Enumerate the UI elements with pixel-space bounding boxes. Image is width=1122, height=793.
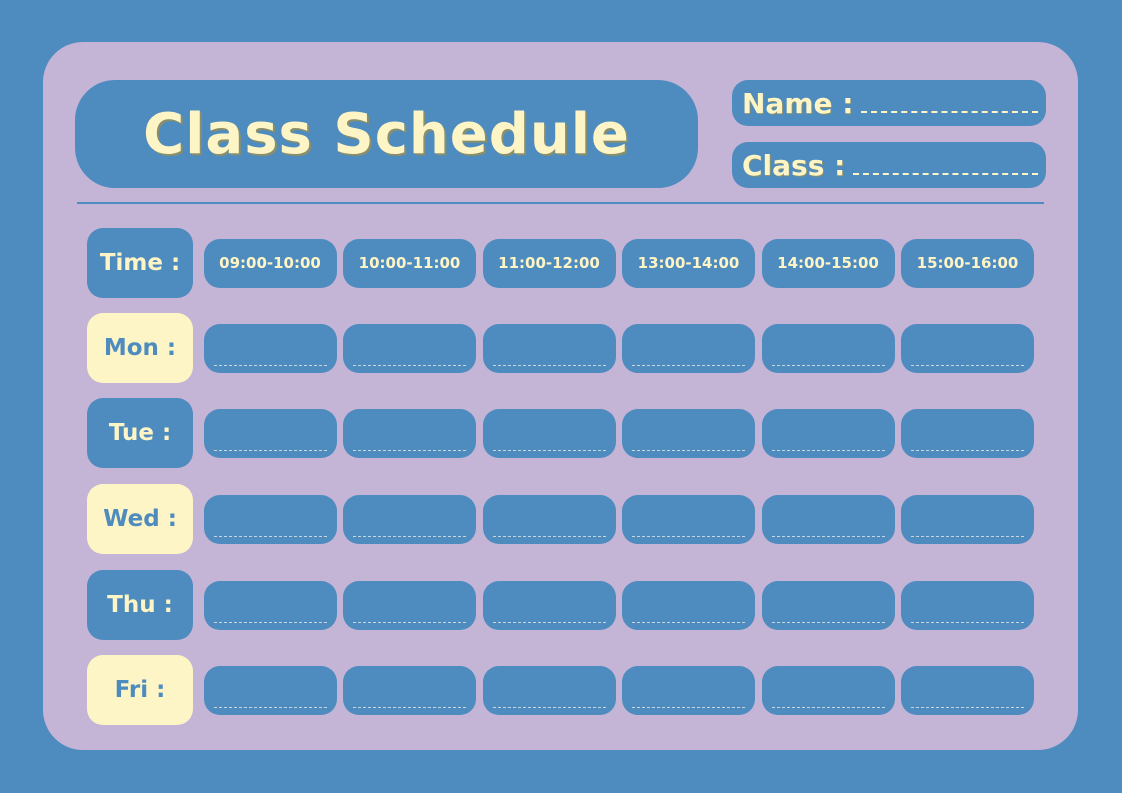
divider (77, 202, 1044, 204)
schedule-cell[interactable] (203, 665, 337, 715)
class-field[interactable]: Class : (732, 142, 1046, 188)
schedule-cell[interactable] (482, 580, 616, 630)
cell-write-line (771, 364, 885, 366)
day-label: Thu : (87, 570, 193, 640)
schedule-cell[interactable] (343, 408, 476, 458)
name-input-line[interactable] (861, 111, 1038, 113)
schedule-cell[interactable] (622, 665, 755, 715)
cell-write-line (213, 535, 327, 537)
schedule-cell[interactable] (343, 494, 476, 544)
schedule-cell[interactable] (482, 665, 616, 715)
time-slot-header: 11:00-12:00 (482, 238, 616, 288)
cell-write-line (771, 621, 885, 623)
day-label: Wed : (87, 484, 193, 554)
cell-write-line (492, 706, 606, 708)
schedule-cell[interactable] (901, 665, 1034, 715)
day-row-thu: Thu : (87, 570, 1034, 640)
schedule-cell[interactable] (761, 494, 895, 544)
schedule-cell[interactable] (203, 323, 337, 373)
cell-write-line (632, 621, 745, 623)
cell-write-line (911, 535, 1024, 537)
class-label: Class : (742, 148, 846, 182)
schedule-cell[interactable] (203, 408, 337, 458)
day-row-tue: Tue : (87, 398, 1034, 468)
cell-write-line (492, 621, 606, 623)
day-label: Mon : (87, 313, 193, 383)
schedule-cell[interactable] (761, 408, 895, 458)
cell-write-line (492, 449, 606, 451)
schedule-cell[interactable] (761, 665, 895, 715)
cell-write-line (213, 364, 327, 366)
schedule-cell[interactable] (482, 408, 616, 458)
name-field[interactable]: Name : (732, 80, 1046, 126)
cell-write-line (911, 706, 1024, 708)
schedule-cell[interactable] (622, 408, 755, 458)
schedule-card: Class Schedule Name : Class : Time : 09:… (43, 42, 1078, 750)
schedule-cell[interactable] (622, 494, 755, 544)
cell-write-line (771, 449, 885, 451)
cell-write-line (353, 706, 466, 708)
schedule-cell[interactable] (343, 665, 476, 715)
cell-write-line (911, 364, 1024, 366)
schedule-cell[interactable] (901, 494, 1034, 544)
day-row-wed: Wed : (87, 484, 1034, 554)
cell-write-line (353, 621, 466, 623)
cell-write-line (213, 706, 327, 708)
time-row: Time : 09:00-10:00 10:00-11:00 11:00-12:… (87, 228, 1034, 298)
cell-write-line (353, 449, 466, 451)
time-slot-header: 15:00-16:00 (901, 238, 1034, 288)
cell-write-line (213, 621, 327, 623)
day-row-fri: Fri : (87, 655, 1034, 725)
class-input-line[interactable] (853, 173, 1038, 175)
cell-write-line (353, 364, 466, 366)
schedule-cell[interactable] (761, 323, 895, 373)
cell-write-line (771, 706, 885, 708)
cell-write-line (771, 535, 885, 537)
schedule-cell[interactable] (203, 494, 337, 544)
cell-write-line (353, 535, 466, 537)
cell-write-line (632, 706, 745, 708)
cell-write-line (492, 364, 606, 366)
time-slot-header: 09:00-10:00 (203, 238, 337, 288)
schedule-cell[interactable] (343, 323, 476, 373)
schedule-cell[interactable] (203, 580, 337, 630)
name-label: Name : (742, 86, 854, 120)
schedule-cell[interactable] (343, 580, 476, 630)
cell-write-line (492, 535, 606, 537)
schedule-cell[interactable] (901, 580, 1034, 630)
schedule-cell[interactable] (622, 323, 755, 373)
cell-write-line (911, 449, 1024, 451)
schedule-cell[interactable] (482, 323, 616, 373)
schedule-cell[interactable] (901, 323, 1034, 373)
schedule-cell[interactable] (482, 494, 616, 544)
page-title: Class Schedule (75, 80, 698, 188)
day-label: Fri : (87, 655, 193, 725)
cell-write-line (213, 449, 327, 451)
cell-write-line (632, 535, 745, 537)
time-slot-header: 10:00-11:00 (343, 238, 476, 288)
schedule-cell[interactable] (622, 580, 755, 630)
time-slot-header: 14:00-15:00 (761, 238, 895, 288)
schedule-cell[interactable] (901, 408, 1034, 458)
cell-write-line (632, 449, 745, 451)
time-slot-header: 13:00-14:00 (622, 238, 755, 288)
cell-write-line (911, 621, 1024, 623)
day-row-mon: Mon : (87, 313, 1034, 383)
cell-write-line (632, 364, 745, 366)
time-label: Time : (87, 228, 193, 298)
schedule-cell[interactable] (761, 580, 895, 630)
day-label: Tue : (87, 398, 193, 468)
